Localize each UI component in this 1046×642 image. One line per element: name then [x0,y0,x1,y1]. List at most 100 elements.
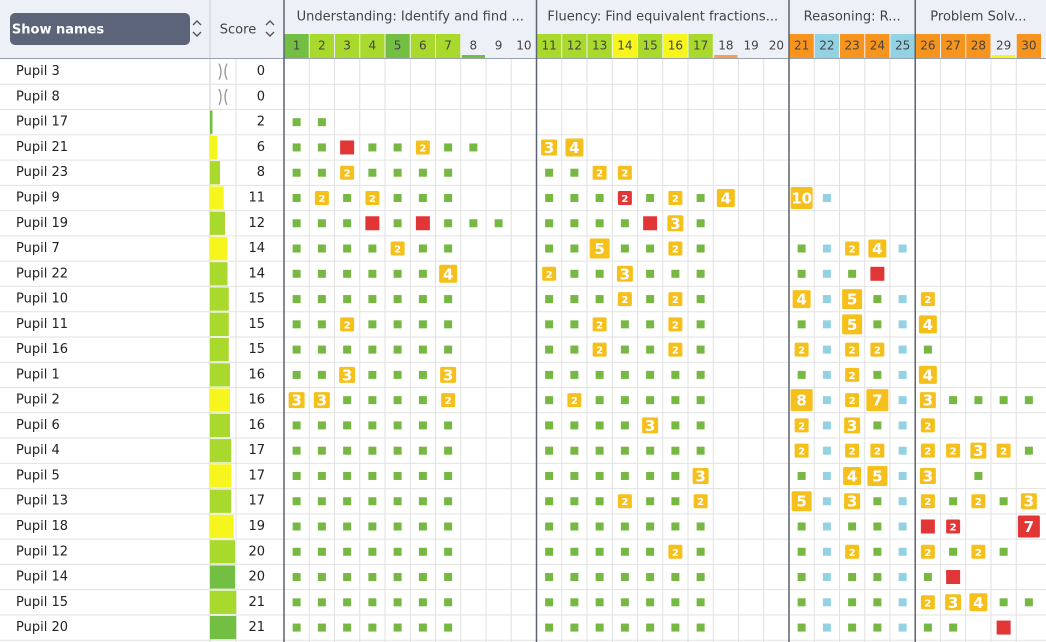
result-square [418,193,427,202]
badge-number: 3 [847,417,857,435]
result-badge [794,418,809,433]
result-square [999,497,1008,506]
result-badge [716,188,735,207]
result-square [365,216,380,231]
result-square [368,143,377,152]
result-square [393,446,402,455]
result-badge [792,290,811,309]
result-square [696,421,705,430]
result-square [415,216,430,231]
result-square [595,598,604,607]
result-square [696,269,705,278]
result-square [343,345,352,354]
badge-number: 2 [419,143,426,154]
result-square [996,620,1011,635]
result-square [595,219,604,228]
result-square [898,497,907,506]
column-badge [638,34,663,58]
sort-icon[interactable] [265,20,275,37]
result-badge [617,292,632,307]
result-square [570,244,579,253]
badge-number: 2 [849,447,856,458]
result-square [444,623,453,632]
result-square [920,519,935,534]
result-square [870,266,885,281]
section-title: Understanding: Identify and find ... [297,10,524,25]
result-square [671,522,680,531]
result-square [646,345,655,354]
result-square [292,598,301,607]
result-square [570,295,579,304]
score-bar [210,540,235,564]
column-badge [966,34,991,58]
result-square [418,244,427,253]
result-square [444,219,453,228]
result-square [974,471,983,480]
column-number: 26 [920,39,935,53]
result-square [292,471,301,480]
pupil-name: Pupil 20 [16,620,68,635]
result-square [393,471,402,480]
column-number: 3 [343,39,351,53]
result-square [595,421,604,430]
result-square [368,320,377,329]
pupil-score: 21 [248,595,265,610]
result-square [696,345,705,354]
result-square [570,345,579,354]
sort-icon[interactable] [192,20,202,37]
result-square [570,269,579,278]
column-number: 4 [369,39,377,53]
result-square [317,168,326,177]
result-square [822,573,831,582]
result-square [545,370,554,379]
result-square [317,522,326,531]
show-names-button[interactable] [10,13,190,45]
result-square [368,396,377,405]
result-square [696,370,705,379]
result-square [570,497,579,506]
result-square [545,598,554,607]
pupil-score: 14 [248,266,265,281]
result-badge [996,443,1011,458]
column-badge [865,34,890,58]
result-square [797,244,806,253]
result-square [418,168,427,177]
result-square [545,168,554,177]
result-square [418,295,427,304]
result-square [848,269,857,278]
score-header[interactable]: Score [220,23,256,38]
badge-number: 2 [849,346,856,357]
score-bar [210,287,229,311]
result-square [393,143,402,152]
button-label[interactable]: Show names [12,23,104,38]
score-bar [210,186,224,210]
result-square [671,269,680,278]
result-square [570,421,579,430]
badge-number: 2 [975,548,982,559]
badge-number: 3 [317,392,327,410]
result-square [1024,446,1033,455]
result-square [545,471,554,480]
column-number: 13 [592,39,607,53]
badge-number: 3 [443,366,453,384]
result-square [570,370,579,379]
result-square [696,193,705,202]
result-square [418,320,427,329]
result-square [898,345,907,354]
result-badge [339,366,356,383]
badge-number: 5 [847,316,857,334]
pupil-score: 2 [257,115,265,130]
result-square [444,143,453,152]
column-number: 21 [794,39,809,53]
result-square [898,396,907,405]
result-badge [668,342,683,357]
result-square [643,216,658,231]
pupil-score: 15 [248,317,265,332]
badge-number: 2 [924,447,931,458]
badge-number: 5 [796,493,806,511]
result-square [671,573,680,582]
score-bar [210,110,213,134]
result-square [545,623,554,632]
result-square [646,370,655,379]
result-square [393,623,402,632]
